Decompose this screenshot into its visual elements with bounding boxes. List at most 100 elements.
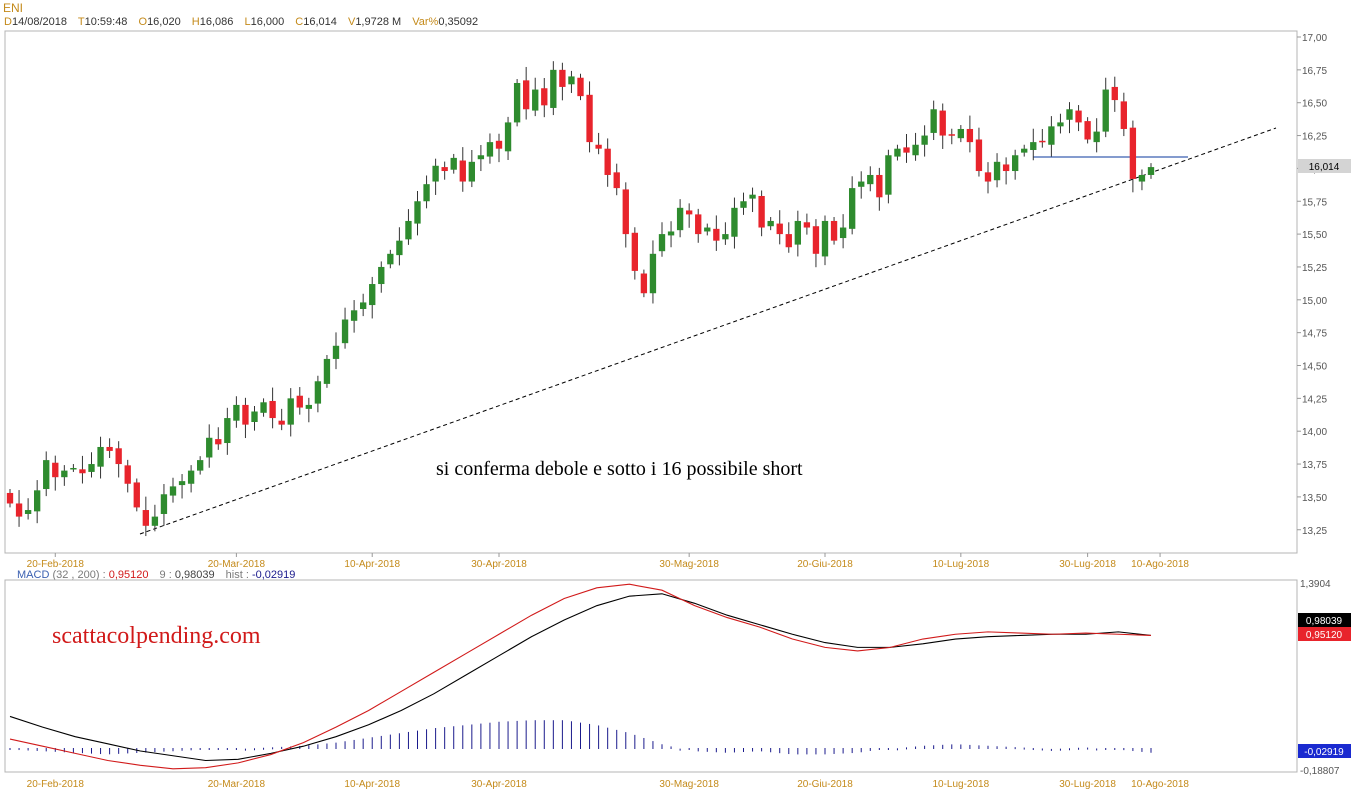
var-pct-value: 0,35092 <box>438 16 479 28</box>
candle-body <box>658 234 666 252</box>
price-tick-label: 17,00 <box>1302 33 1327 44</box>
candle-body <box>269 400 276 419</box>
date-tick-label: 10-Ago-2018 <box>1131 779 1189 790</box>
candle-body <box>323 358 331 384</box>
date-tick-label: 20-Feb-2018 <box>27 559 85 570</box>
date-tick-label: 20-Feb-2018 <box>27 779 85 790</box>
hist-value-box <box>1298 744 1351 758</box>
candle-body <box>15 503 23 517</box>
candle-body <box>359 302 367 309</box>
macd-info-line: MACD (32 , 200) : 0,95120 9 : 0,98039 hi… <box>17 569 296 581</box>
candle-body <box>1120 101 1128 129</box>
candle-body <box>894 148 901 157</box>
candle-body <box>441 167 448 172</box>
candle-body <box>1111 86 1118 101</box>
candle-body <box>341 319 349 344</box>
candle-body <box>1002 164 1010 172</box>
signal-line <box>9 593 1152 762</box>
candle-body <box>332 345 340 359</box>
price-tick-label: 15,75 <box>1302 197 1327 208</box>
low-key: L <box>244 16 251 28</box>
open-key: O <box>138 16 148 28</box>
candles-group <box>6 61 1155 537</box>
date-tick-label: 30-Mag-2018 <box>659 559 719 570</box>
candle-body <box>885 155 892 195</box>
candle-body <box>1057 122 1064 127</box>
candle-body <box>314 381 322 404</box>
candle-body <box>966 128 974 143</box>
candle-body <box>685 210 693 215</box>
volume-key: V <box>347 16 356 28</box>
time-key: T <box>77 16 85 28</box>
date-tick-label: 20-Mar-2018 <box>208 559 266 570</box>
hist-box-label: -0,02919 <box>1304 747 1344 758</box>
date-tick-label: 30-Apr-2018 <box>471 779 527 790</box>
candle-body <box>196 460 204 471</box>
date-tick-label: 30-Apr-2018 <box>471 559 527 570</box>
price-tick-label: 13,25 <box>1302 526 1327 537</box>
candle-body <box>97 446 104 467</box>
macd-axis-bottom: -0,18807 <box>1300 766 1340 777</box>
candle-body <box>622 189 629 235</box>
date-tick-label: 30-Lug-2018 <box>1059 559 1116 570</box>
candle-body <box>414 201 421 224</box>
candle-body <box>178 481 186 486</box>
candle-body <box>532 89 539 111</box>
candle-body <box>785 234 792 248</box>
candle-body <box>522 80 530 110</box>
candle-body <box>88 464 95 472</box>
candle-body <box>369 284 376 306</box>
candle-body <box>305 404 313 409</box>
candle-body <box>1075 110 1082 123</box>
candle-body <box>486 142 494 157</box>
price-axis: 17,0016,7516,5016,2516,0015,7515,5015,25… <box>1297 33 1327 537</box>
candle-body <box>396 240 403 256</box>
candle-body <box>550 69 557 108</box>
candle-body <box>568 76 575 85</box>
candle-body <box>839 227 847 239</box>
candle-body <box>459 160 466 182</box>
candle-body <box>206 437 213 458</box>
candle-body <box>1011 155 1019 172</box>
last-price-box <box>1298 159 1351 173</box>
candle-body <box>713 228 720 241</box>
candle-body <box>151 516 159 526</box>
candle-body <box>749 194 756 199</box>
date-tick-label: 10-Ago-2018 <box>1131 559 1189 570</box>
close-key: C <box>295 16 304 28</box>
candle-body <box>930 109 937 133</box>
candle-body <box>604 148 611 175</box>
var-pct-key: Var% <box>412 16 439 28</box>
candle-body <box>704 227 711 232</box>
macd-params: (32 , 200) <box>52 569 100 581</box>
macd-label: MACD <box>17 569 50 581</box>
price-tick-label: 13,75 <box>1302 460 1327 471</box>
candle-body <box>432 165 439 182</box>
price-tick-label: 16,75 <box>1302 66 1327 77</box>
price-panel-frame <box>4 30 1298 554</box>
price-tick-label: 15,50 <box>1302 230 1327 241</box>
candle-body <box>876 174 883 198</box>
candle-body <box>676 207 684 231</box>
candle-body <box>722 234 729 240</box>
candle-body <box>260 402 267 413</box>
low-value: 16,000 <box>250 16 285 28</box>
candle-body <box>61 470 68 478</box>
date-tick-label: 10-Apr-2018 <box>344 559 400 570</box>
candle-body <box>133 482 140 508</box>
candle-body <box>731 207 738 237</box>
candle-body <box>6 492 14 504</box>
price-tick-label: 14,00 <box>1302 427 1327 438</box>
candle-body <box>1129 127 1137 179</box>
candle-body <box>33 490 41 512</box>
candle-body <box>848 188 856 229</box>
candle-body <box>124 465 131 484</box>
price-tick-label: 14,25 <box>1302 394 1327 405</box>
candle-body <box>1084 121 1091 140</box>
macd-line <box>9 583 1152 770</box>
signal-value-box <box>1298 613 1351 627</box>
candle-body <box>405 220 412 240</box>
date-tick-label: 10-Apr-2018 <box>344 779 400 790</box>
candle-body <box>541 88 548 106</box>
